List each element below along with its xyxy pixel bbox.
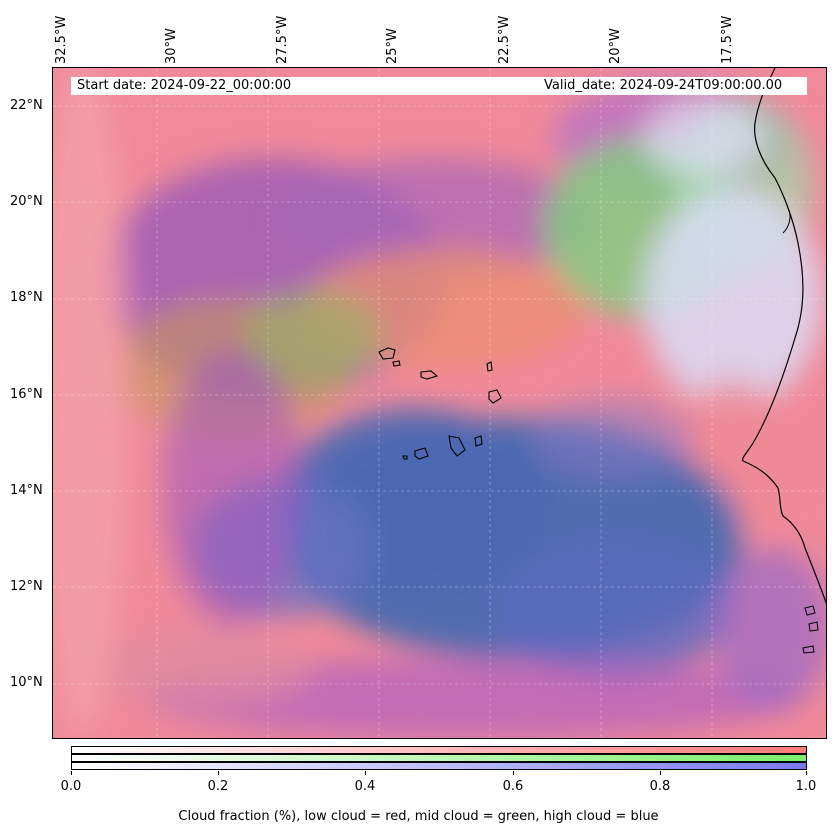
lat-label-20n: 20°N bbox=[10, 194, 43, 209]
lat-label-18n: 18°N bbox=[10, 290, 43, 305]
lat-label-14n: 14°N bbox=[10, 483, 43, 498]
cloud-field bbox=[53, 68, 826, 738]
colorbar-caption: Cloud fraction (%), low cloud = red, mid… bbox=[178, 809, 659, 824]
valid-date-label: Valid_date: 2024-09-24T09:00:00.00 bbox=[538, 77, 789, 94]
start-date-label: Start date: 2024-09-22_00:00:00 bbox=[71, 77, 298, 94]
colorbar-tick-3: 0.6 bbox=[502, 779, 524, 794]
africa-coastline bbox=[742, 68, 826, 605]
colorbar-tick-0: 0.0 bbox=[60, 779, 82, 794]
colorbar-tickmark-3 bbox=[513, 771, 514, 775]
colorbar-tick-2: 0.4 bbox=[354, 779, 376, 794]
colorbar-mid-cloud bbox=[71, 754, 807, 762]
map-canvas bbox=[53, 68, 826, 738]
coast-inlet bbox=[782, 207, 791, 234]
colorbar-high-cloud bbox=[71, 762, 807, 770]
colorbar-tickmark-4 bbox=[660, 771, 661, 775]
lat-label-22n: 22°N bbox=[10, 98, 43, 113]
lat-label-10n: 10°N bbox=[10, 675, 43, 690]
colorbar-tick-5: 1.0 bbox=[795, 779, 817, 794]
lat-label-16n: 16°N bbox=[10, 387, 43, 402]
lon-label-25w: 25°W bbox=[385, 28, 400, 64]
cloud-fraction-map bbox=[52, 67, 827, 739]
cape-verde-islands bbox=[378, 347, 502, 460]
colorbar bbox=[71, 746, 807, 771]
lon-label-22-5w: 22.5°W bbox=[497, 15, 512, 64]
lat-label-12n: 12°N bbox=[10, 579, 43, 594]
bissagos-islands bbox=[802, 605, 819, 654]
colorbar-tickmark-2 bbox=[365, 771, 366, 775]
colorbar-tickmark-0 bbox=[71, 771, 72, 775]
colorbar-tickmark-5 bbox=[806, 771, 807, 775]
colorbar-low-cloud bbox=[71, 746, 807, 754]
lon-label-30w: 30°W bbox=[164, 28, 179, 64]
lon-label-17-5w: 17.5°W bbox=[720, 15, 735, 64]
colorbar-tickmark-1 bbox=[218, 771, 219, 775]
colorbar-tick-1: 0.2 bbox=[207, 779, 229, 794]
lon-label-32-5w: 32.5°W bbox=[54, 15, 69, 64]
lon-label-27-5w: 27.5°W bbox=[275, 15, 290, 64]
lon-label-20w: 20°W bbox=[608, 28, 623, 64]
graticule bbox=[53, 68, 826, 738]
colorbar-tick-4: 0.8 bbox=[649, 779, 671, 794]
